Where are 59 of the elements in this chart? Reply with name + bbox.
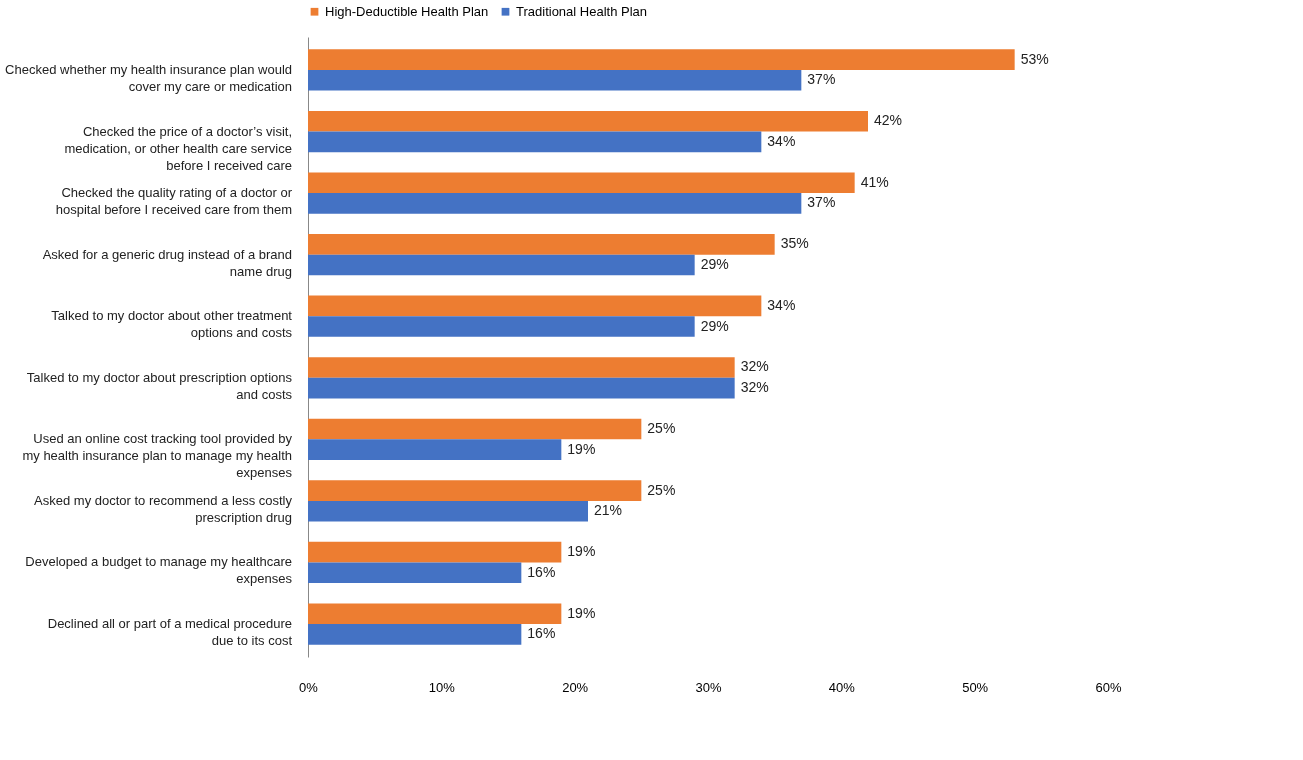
data-label: 16%: [527, 625, 556, 642]
x-tick-label: 0%: [299, 679, 319, 695]
data-label: 34%: [767, 132, 796, 149]
x-tick-label: 10%: [428, 679, 456, 695]
legend-label: High-Deductible Health Plan: [325, 3, 489, 19]
data-label: 21%: [594, 502, 623, 519]
data-label: 19%: [567, 543, 596, 560]
bar: [308, 418, 642, 440]
y-tick-label: Declined all or part of a medical procedure due to its cost: [47, 616, 293, 649]
bar: [308, 439, 562, 460]
bar: [308, 254, 695, 276]
y-tick-label: Talked to my doctor about prescription options and costs: [26, 369, 293, 402]
data-label: 34%: [767, 296, 796, 313]
bar: [308, 377, 735, 399]
y-tick-label: Checked the price of a doctor’s visit, medication, or other health care service before I received care: [64, 123, 292, 173]
legend-label: Traditional Health Plan: [516, 3, 648, 19]
data-label: 37%: [807, 194, 836, 211]
data-label: 32%: [740, 379, 769, 396]
data-label: 25%: [647, 481, 676, 498]
y-tick-label: Checked the quality rating of a doctor or hospital before I received care from them: [55, 185, 293, 218]
bar: [308, 316, 695, 337]
y-tick-label: Talked to my doctor about other treatment options and costs: [51, 308, 293, 341]
data-label: 35%: [780, 235, 809, 252]
data-label: 19%: [567, 440, 596, 457]
bar: [308, 49, 1015, 70]
data-label: 19%: [567, 604, 596, 621]
bar: [308, 624, 522, 645]
bar: [308, 110, 868, 132]
data-label: 53%: [1020, 50, 1049, 67]
bar: [308, 193, 802, 214]
bar: [308, 603, 562, 625]
data-label: 25%: [647, 420, 676, 437]
data-label: 41%: [860, 173, 889, 190]
x-tick-label: 50%: [962, 679, 989, 695]
y-tick-label: Asked for a generic drug instead of a brand name drug: [42, 246, 292, 279]
y-tick-label: Checked whether my health insurance plan would cover my care or medication: [5, 61, 292, 94]
y-tick-label: Asked my doctor to recommend a less costly prescription drug: [34, 492, 293, 525]
x-tick-label: 20%: [562, 679, 589, 695]
bar: [308, 295, 762, 317]
bar: [308, 357, 735, 378]
bar: [308, 541, 562, 563]
bar: [308, 562, 522, 584]
x-tick-label: 60%: [1095, 679, 1122, 695]
bar: [308, 69, 802, 91]
data-label: 42%: [874, 112, 903, 129]
x-tick-label: 30%: [695, 679, 722, 695]
data-label: 32%: [740, 358, 769, 375]
bar: [308, 234, 775, 255]
x-tick-label: 40%: [828, 679, 856, 695]
data-label: 37%: [807, 71, 836, 88]
data-label: 29%: [700, 317, 729, 334]
data-label: 16%: [527, 563, 556, 580]
data-label: 29%: [700, 255, 729, 272]
bar: [308, 172, 855, 194]
bar: [308, 131, 762, 153]
bar: [308, 480, 642, 501]
y-tick-label: Used an online cost tracking tool provided by my health insurance plan to manage my health expenses: [22, 431, 293, 481]
y-tick-label: Developed a budget to manage my healthcare expenses: [25, 554, 293, 587]
bar: [308, 500, 588, 522]
